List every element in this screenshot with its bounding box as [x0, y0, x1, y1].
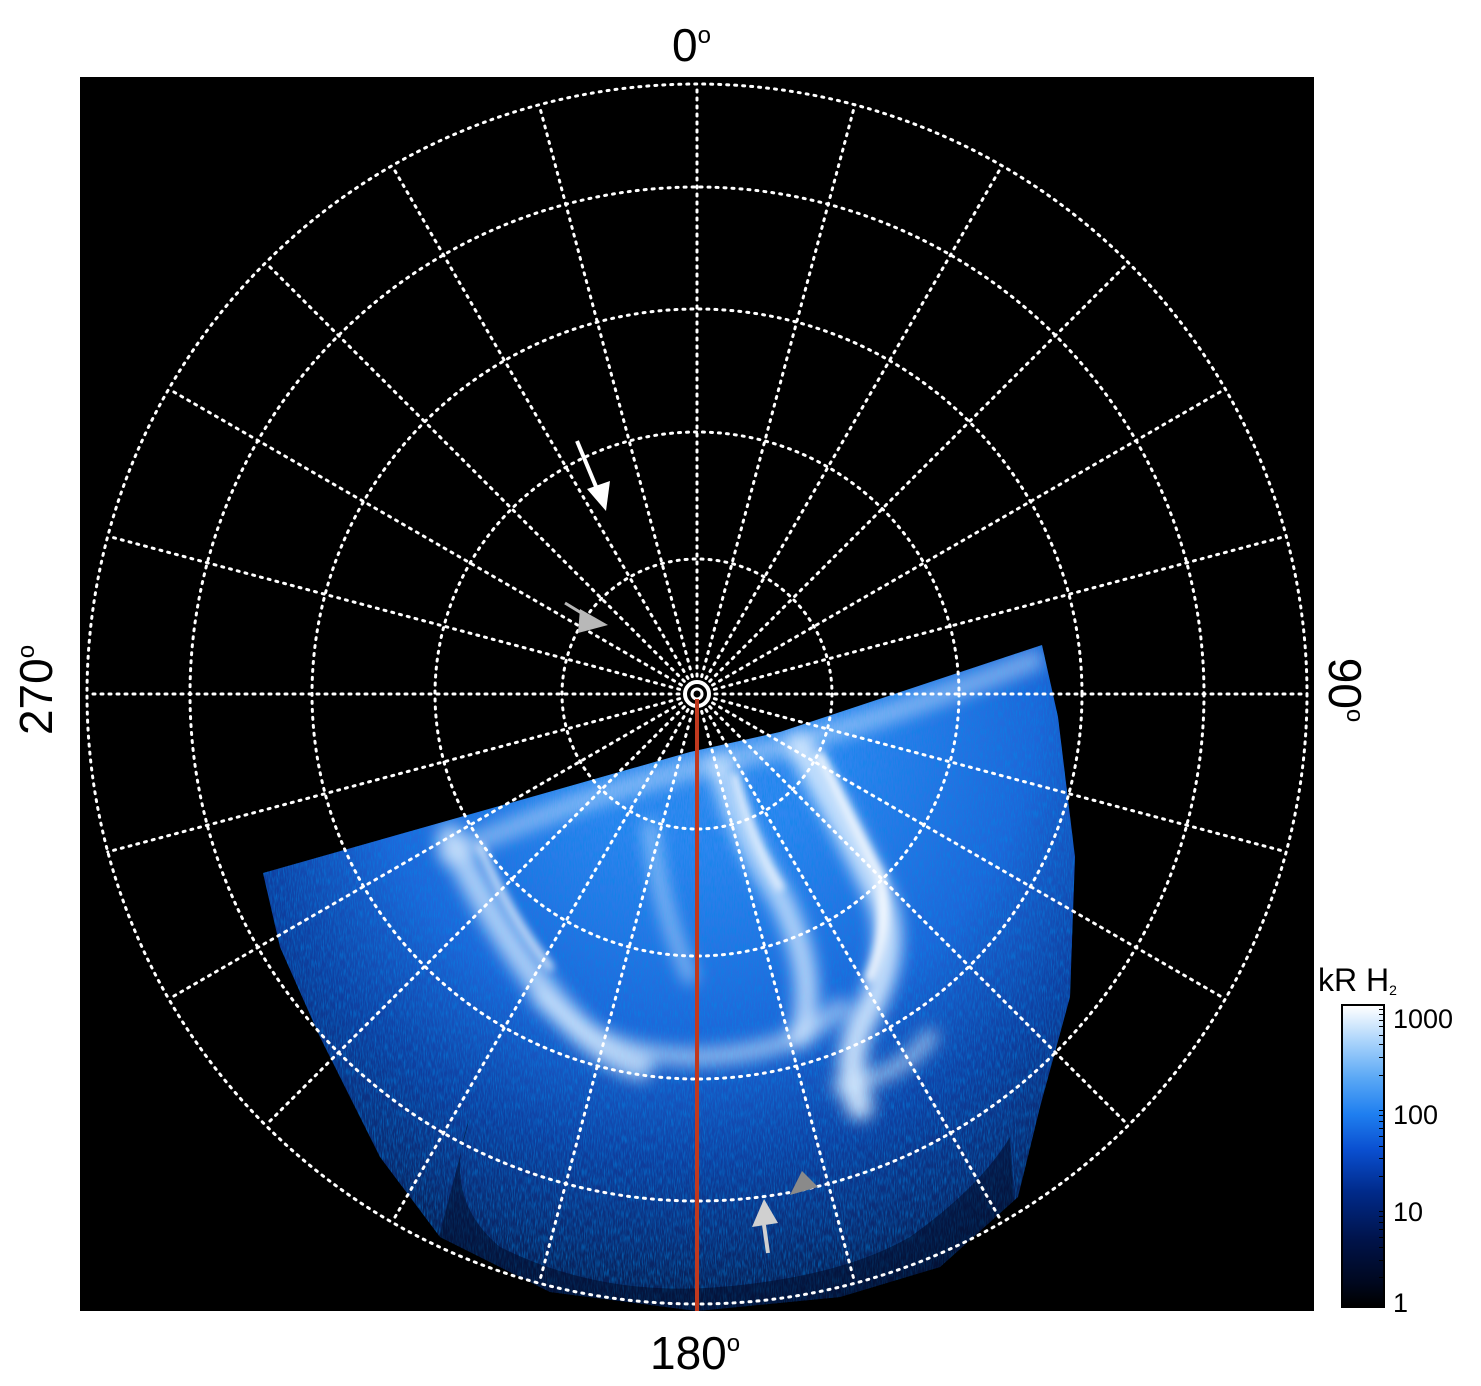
colorbar-minor-tick [1379, 1115, 1385, 1117]
polar-projection-svg [85, 82, 1309, 1311]
grid-meridian [264, 705, 686, 1127]
colorbar-minor-tick [1379, 1013, 1385, 1015]
colorbar-tick-label: 1 [1393, 1288, 1409, 1318]
dark-gray-arrow-lower [790, 1171, 818, 1195]
grid-meridian [106, 697, 682, 854]
grid-circle [85, 82, 1309, 1306]
grid-meridian [167, 701, 683, 1001]
grid-meridian [704, 708, 1004, 1224]
grid-meridian [700, 103, 857, 679]
colorbar-minor-tick [1379, 1019, 1385, 1021]
colorbar-minor-tick [1379, 1158, 1385, 1160]
grid-circle [560, 557, 834, 831]
grid-meridian [712, 697, 1288, 854]
colorbar [1341, 1004, 1385, 1308]
light-gray-arrow-upper [564, 601, 608, 633]
colorbar-minor-tick [1379, 1056, 1385, 1058]
polar-aurora-image [80, 77, 1314, 1311]
grid-meridian [390, 164, 690, 680]
grid-meridian [711, 387, 1227, 687]
grid-meridian [390, 708, 690, 1224]
colorbar-minor-tick [1379, 1211, 1385, 1213]
colorbar-minor-tick [1379, 1216, 1385, 1218]
longitude-label-180: 180o [650, 1327, 741, 1379]
colorbar-minor-tick [1379, 1176, 1385, 1178]
colorbar-minor-tick [1379, 1246, 1385, 1248]
colorbar-minor-tick [1379, 1034, 1385, 1036]
colorbar-minor-tick [1379, 1109, 1385, 1111]
colorbar-minor-tick [1379, 1237, 1385, 1239]
colorbar-minor-tick [1379, 1135, 1385, 1137]
colorbar-minor-tick [1379, 1044, 1385, 1046]
colorbar-minor-tick [1379, 1127, 1385, 1129]
colorbar-minor-tick [1379, 1229, 1385, 1231]
longitude-label-270: 270o [10, 644, 62, 736]
colorbar-minor-tick [1379, 1277, 1385, 1279]
colorbar-tick-label: 1000 [1393, 1004, 1454, 1034]
grid-meridian [712, 534, 1288, 691]
grid-meridian [711, 701, 1227, 1001]
grid-meridian [537, 103, 694, 679]
grid-meridian [708, 261, 1130, 683]
longitude-label-90: 90o [1319, 657, 1371, 723]
white-arrow [575, 440, 610, 511]
grid-meridian [708, 705, 1130, 1127]
colorbar-minor-tick [1379, 1074, 1385, 1076]
grid-meridian [704, 164, 1004, 680]
grid-meridian [106, 534, 682, 691]
colorbar-minor-tick [1379, 1145, 1385, 1147]
colorbar-minor-tick [1379, 1121, 1385, 1123]
longitude-label-0: 0o [672, 19, 711, 71]
colorbar-minor-tick [1379, 1222, 1385, 1224]
colorbar-title: kR H2 [1318, 962, 1397, 998]
light-gray-arrow-lower [752, 1199, 778, 1254]
colorbar-tick-label: 100 [1393, 1100, 1439, 1130]
colorbar-minor-tick [1379, 1259, 1385, 1261]
colorbar-minor-tick [1379, 1026, 1385, 1028]
grid-meridian [537, 709, 694, 1285]
grid-meridian [167, 387, 683, 687]
grid-meridian [700, 709, 857, 1285]
colorbar-tick-label: 10 [1393, 1197, 1424, 1227]
grid-meridian [264, 261, 686, 683]
colorbar-minor-tick [1379, 1008, 1385, 1010]
